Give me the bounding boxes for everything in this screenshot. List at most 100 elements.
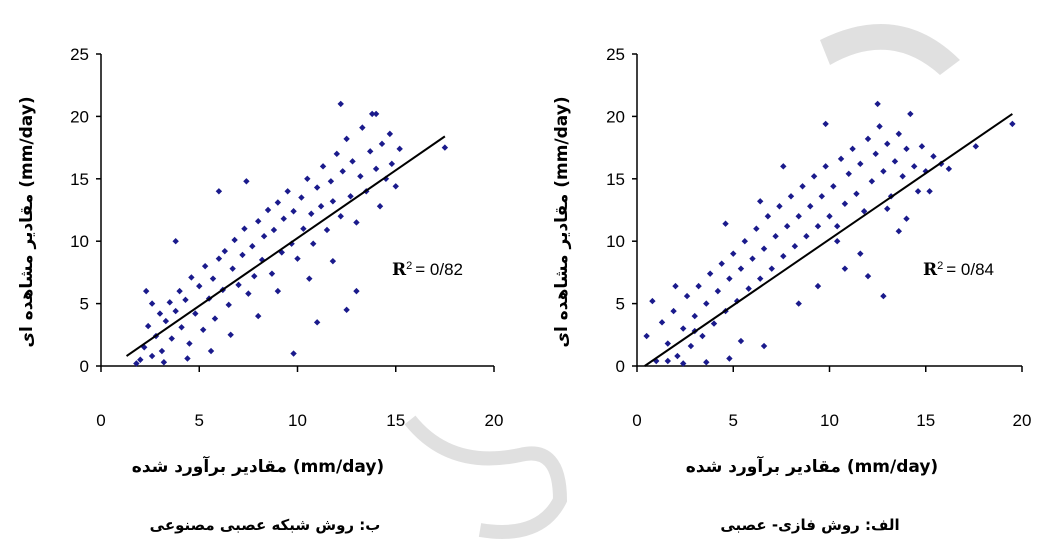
data-point: [249, 242, 256, 250]
data-point: [333, 150, 340, 158]
data-point: [378, 140, 386, 148]
data-point: [918, 143, 926, 150]
data-point: [319, 163, 327, 170]
data-point: [229, 265, 236, 272]
y-axis-label: مقادیر مشاهده ای (mm/day): [17, 96, 37, 347]
data-point: [166, 299, 173, 306]
data-point: [186, 340, 193, 347]
chart-right: 0 5 10 15 20 25 0 5 10 15 20 R2 = 0/84 مقادیر مشاه…: [552, 45, 1031, 534]
data-point: [255, 218, 262, 225]
data-point: [239, 251, 246, 259]
data-point: [1009, 120, 1016, 128]
data-point: [156, 310, 164, 317]
data-point: [860, 208, 868, 215]
data-point: [298, 194, 305, 201]
data-point: [337, 213, 344, 220]
data-point: [290, 350, 297, 357]
data-point: [726, 355, 733, 362]
data-point: [215, 188, 223, 195]
data-point: [864, 135, 872, 143]
data-point: [895, 228, 902, 235]
data-point: [834, 223, 841, 230]
data-point: [757, 198, 764, 205]
data-point: [807, 203, 814, 210]
data-point: [215, 255, 223, 262]
data-point: [795, 213, 802, 220]
data-point: [926, 188, 933, 195]
data-point: [841, 200, 849, 207]
y-tick-label: 10: [606, 232, 625, 251]
data-point: [643, 332, 650, 340]
data-point: [137, 356, 144, 363]
data-point: [658, 319, 666, 326]
data-point: [818, 193, 825, 200]
data-point: [133, 360, 140, 367]
x-tick-label: 10: [288, 411, 307, 430]
data-point: [945, 165, 953, 173]
data-point: [280, 215, 287, 222]
data-point: [737, 337, 745, 345]
data-point: [853, 190, 860, 197]
watermark-arc: [820, 24, 960, 75]
chart-caption: ب: روش شبکه عصبی مصنوعی: [150, 516, 381, 534]
data-point: [849, 145, 856, 153]
data-point: [857, 250, 864, 257]
y-tick-label: 20: [70, 107, 89, 126]
data-point: [664, 340, 671, 347]
data-point: [182, 296, 189, 304]
data-point: [864, 272, 872, 280]
data-point: [148, 300, 156, 307]
data-point: [225, 301, 232, 309]
data-point: [300, 225, 307, 232]
data-point: [822, 120, 829, 128]
data-point: [142, 287, 150, 295]
x-axis-label: مقادیر برآورد شده (mm/day): [686, 455, 938, 477]
data-point: [695, 282, 702, 290]
data-point: [235, 281, 242, 289]
data-point: [264, 206, 272, 214]
data-point: [649, 297, 656, 305]
data-point: [188, 274, 195, 281]
data-point: [718, 260, 725, 267]
data-point: [799, 183, 806, 190]
y-tick-label: 20: [606, 107, 625, 126]
data-point: [327, 178, 335, 185]
data-point: [245, 290, 252, 297]
data-point: [274, 287, 282, 295]
x-tick-label: 0: [96, 411, 105, 430]
data-point: [158, 347, 166, 355]
x-tick-label: 0: [632, 411, 641, 430]
data-point: [343, 135, 350, 143]
data-point: [337, 100, 344, 108]
data-point: [359, 124, 366, 131]
data-point: [683, 292, 691, 300]
x-tick-label: 20: [485, 411, 504, 430]
data-point: [353, 287, 360, 295]
data-point: [260, 233, 268, 240]
y-tick-label: 0: [616, 357, 625, 376]
data-point: [144, 322, 152, 330]
data-point: [372, 165, 380, 173]
data-point: [680, 325, 687, 332]
data-point: [255, 312, 262, 320]
x-tick-label: 20: [1013, 411, 1032, 430]
y-tick-label: 25: [70, 45, 89, 64]
data-point: [313, 184, 321, 191]
data-point: [845, 170, 852, 178]
data-point: [221, 247, 228, 255]
data-point: [841, 265, 849, 272]
data-point: [930, 153, 937, 160]
data-point: [304, 175, 311, 182]
data-point: [872, 150, 879, 158]
data-point: [745, 285, 752, 292]
data-point: [706, 270, 714, 277]
data-point: [672, 282, 679, 290]
watermark: [404, 24, 960, 539]
x-tick-label: 10: [820, 411, 839, 430]
data-point: [903, 145, 910, 153]
data-point: [703, 359, 710, 366]
data-point: [749, 255, 756, 262]
data-point: [876, 123, 883, 130]
data-point: [343, 306, 350, 314]
